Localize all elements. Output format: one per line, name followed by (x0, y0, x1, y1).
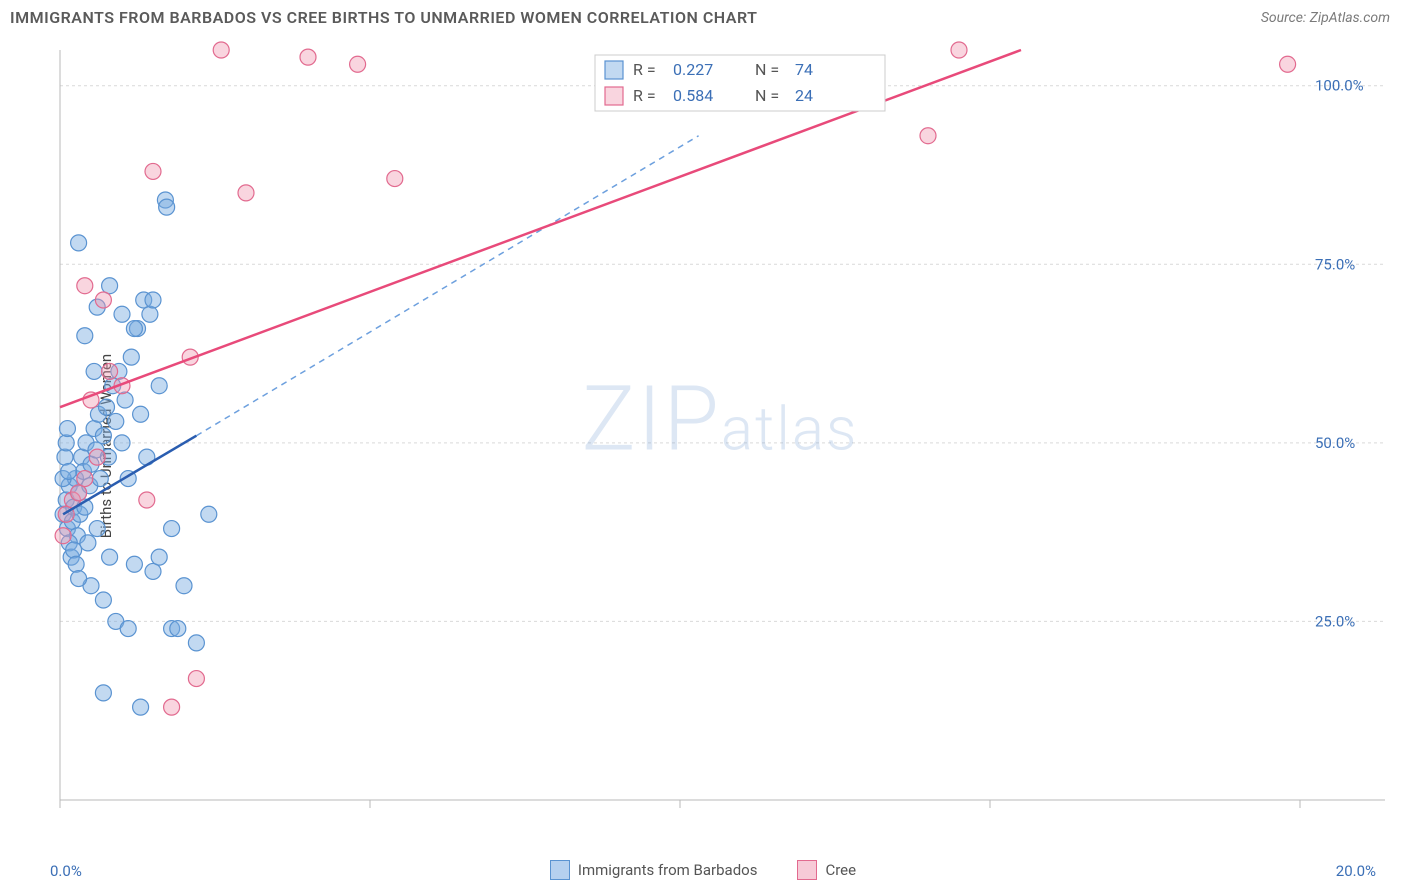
legend-label: Immigrants from Barbados (578, 861, 758, 879)
y-tick-label: 100.0% (1315, 77, 1364, 95)
legend-item-cree: Cree (797, 860, 856, 880)
svg-text:N =: N = (755, 60, 779, 79)
chart-area: 25.0% 50.0% 75.0% 100.0% R = 0.227 N = 74 R = 0.5… (50, 40, 1390, 830)
scatter-plot-svg: 25.0% 50.0% 75.0% 100.0% R = 0.227 N = 74 R = 0.5… (50, 40, 1390, 830)
series-immigrants-from-barbados (55, 192, 217, 715)
legend-swatch-icon (550, 860, 570, 880)
source-label: Source: ZipAtlas.com (1261, 10, 1390, 26)
svg-text:R =: R = (633, 60, 656, 79)
y-tick-label: 50.0% (1315, 434, 1355, 452)
chart-title: IMMIGRANTS FROM BARBADOS VS CREE BIRTHS … (10, 8, 757, 27)
legend-item-barbados: Immigrants from Barbados (550, 860, 758, 880)
legend-label: Cree (825, 861, 856, 879)
svg-text:24: 24 (795, 86, 813, 105)
bottom-legend: Immigrants from Barbados Cree (0, 860, 1406, 880)
svg-text:0.227: 0.227 (673, 60, 713, 79)
svg-text:R =: R = (633, 86, 656, 105)
y-tick-label: 25.0% (1315, 612, 1355, 630)
series-cree (55, 42, 1296, 715)
svg-text:74: 74 (795, 60, 813, 79)
svg-text:N =: N = (755, 86, 779, 105)
y-tick-label: 75.0% (1315, 255, 1355, 273)
legend-swatch-icon (797, 860, 817, 880)
svg-text:0.584: 0.584 (673, 86, 713, 105)
